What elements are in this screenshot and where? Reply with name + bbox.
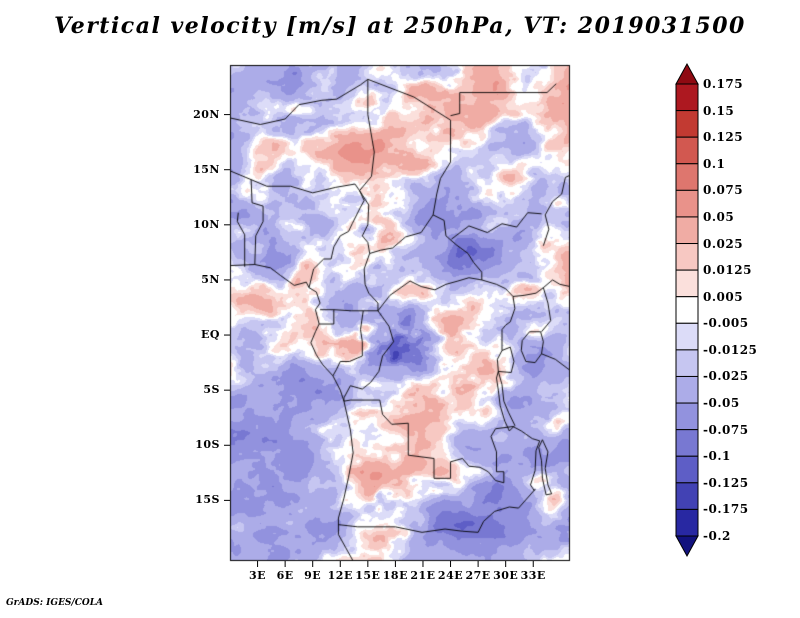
x-tick-label: 9E — [304, 569, 322, 582]
y-tick-label: 10S — [195, 438, 220, 452]
colorbar-segment — [675, 402, 699, 431]
colorbar-segment — [675, 136, 699, 165]
grads-credit: GrADS: IGES/COLA — [6, 598, 104, 608]
colorbar-segment — [675, 508, 699, 537]
colorbar-arrow-top — [675, 62, 699, 85]
y-tick-label: 5N — [201, 272, 220, 286]
colorbar-tick-label: 0.125 — [703, 130, 744, 145]
colorbar-tick-label: 0.005 — [703, 289, 744, 304]
x-tick-label: 24E — [437, 569, 464, 582]
colorbar-segment — [675, 243, 699, 271]
colorbar-segment — [675, 296, 699, 324]
y-tick-label: 15S — [195, 493, 220, 507]
velocity-field-canvas — [222, 57, 578, 573]
x-tick-label: 21E — [410, 569, 436, 582]
colorbar-segment — [675, 349, 699, 377]
colorbar-segment — [675, 189, 699, 218]
colorbar-tick-label: 0.175 — [703, 77, 744, 91]
colorbar-segment — [675, 482, 699, 510]
colorbar-segment — [675, 269, 699, 298]
x-tick-label: 27E — [465, 569, 491, 582]
colorbar-tick-label: -0.05 — [703, 396, 740, 411]
colorbar-tick-label: -0.2 — [703, 529, 731, 543]
colorbar-segment — [675, 322, 699, 351]
colorbar-tick-label: -0.175 — [703, 502, 749, 517]
colorbar-tick-label: 0.1 — [703, 156, 726, 171]
colorbar-tick-label: 0.075 — [703, 183, 744, 198]
colorbar-tick-label: -0.0125 — [703, 342, 758, 357]
colorbar-segment — [675, 110, 699, 138]
colorbar-segment — [675, 375, 699, 404]
colorbar-segment — [675, 455, 699, 484]
colorbar-tick-label: 0.0125 — [703, 263, 752, 278]
colorbar-segment — [675, 429, 699, 457]
chart-title: Vertical velocity [m/s] at 250hPa, VT: 2… — [54, 13, 746, 39]
colorbar-arrow-bottom — [675, 535, 699, 558]
x-tick-label: 3E — [249, 569, 267, 582]
colorbar-segment — [675, 216, 699, 245]
y-tick-label: 15N — [193, 162, 220, 176]
colorbar-segment — [675, 83, 699, 112]
colorbar-tick-label: -0.025 — [703, 369, 749, 384]
y-tick-label: 20N — [193, 107, 220, 121]
colorbar-tick-label: -0.125 — [703, 475, 749, 490]
colorbar-tick-label: -0.075 — [703, 422, 749, 437]
y-tick-label: EQ — [201, 328, 220, 342]
colorbar-tick-label: 0.05 — [703, 209, 735, 224]
colorbar-segment — [675, 163, 699, 191]
x-tick-label: 30E — [493, 569, 519, 582]
colorbar-tick-label: 0.15 — [703, 103, 735, 118]
y-tick-label: 10N — [193, 217, 220, 231]
x-tick-label: 12E — [327, 569, 353, 582]
x-tick-label: 6E — [276, 569, 294, 582]
colorbar-tick-label: -0.1 — [703, 449, 731, 464]
y-tick-label: 5S — [203, 383, 220, 397]
colorbar-tick-label: -0.005 — [703, 316, 749, 331]
x-tick-label: 33E — [520, 569, 546, 582]
x-tick-label: 18E — [382, 569, 408, 582]
colorbar-tick-label: 0.025 — [703, 236, 744, 251]
x-tick-label: 15E — [355, 569, 381, 582]
